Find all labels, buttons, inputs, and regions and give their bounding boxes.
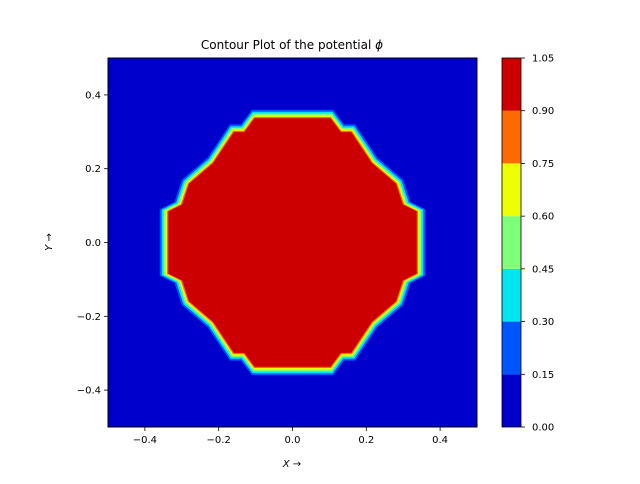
- contour-band-6: [168, 118, 417, 367]
- colorbar-tick-label: 0.45: [532, 264, 554, 275]
- colorbar: 0.00 0.15 0.30 0.45 0.60 0.75 0.90 1.05: [501, 54, 554, 434]
- x-tick-label: −0.2: [207, 435, 231, 446]
- colorbar-frame: [501, 57, 522, 428]
- colorbar-tick-label: 0.60: [532, 212, 554, 223]
- y-tick-label: 0.4: [85, 90, 101, 101]
- colorbar-tick-label: 0.90: [532, 106, 554, 117]
- x-axis-label: X →: [282, 459, 301, 470]
- colorbar-segment: [502, 321, 521, 375]
- colorbar-segment: [502, 110, 521, 164]
- y-tick-label: −0.4: [77, 386, 101, 397]
- x-tick-label: −0.4: [133, 435, 157, 446]
- colorbar-tick-label: 0.15: [532, 370, 554, 381]
- colorbar-segment: [502, 268, 521, 322]
- colorbar-tick-label: 1.05: [532, 54, 554, 65]
- x-tick-label: 0.4: [432, 435, 448, 446]
- y-tick-label: −0.2: [77, 312, 101, 323]
- x-axis: −0.4 −0.2 0.0 0.2 0.4: [133, 427, 448, 446]
- x-tick-label: 0.0: [285, 435, 301, 446]
- y-axis: 0.4 0.2 0.0 −0.2 −0.4: [77, 90, 108, 397]
- chart-title: Contour Plot of the potential ϕ: [201, 38, 383, 52]
- colorbar-segment: [502, 58, 521, 111]
- colorbar-tick-label: 0.30: [532, 317, 554, 328]
- y-tick-label: 0.2: [85, 164, 101, 175]
- colorbar-segment: [502, 374, 521, 427]
- y-tick-label: 0.0: [85, 238, 101, 249]
- colorbar-tick-label: 0.75: [532, 159, 554, 170]
- y-axis-label: Y →: [44, 233, 55, 251]
- colorbar-tick-label: 0.00: [532, 423, 554, 434]
- plot-area: [107, 57, 478, 428]
- colorbar-segment: [502, 216, 521, 269]
- x-tick-label: 0.2: [358, 435, 374, 446]
- colorbar-segment: [502, 163, 521, 217]
